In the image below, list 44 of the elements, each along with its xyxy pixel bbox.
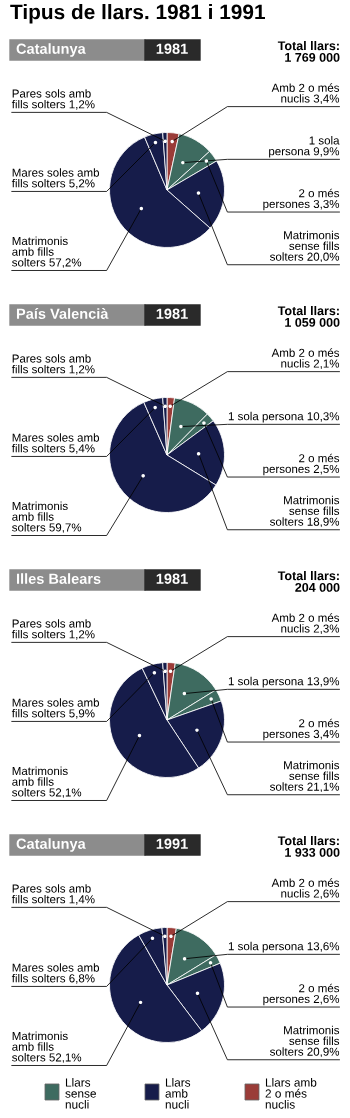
slice-label: Amb 2 o més nuclis 2,1% — [271, 348, 340, 369]
slice-label: Matrimonis amb fills solters 52,1% — [12, 1031, 82, 1063]
chart-title: Illes Balears — [16, 573, 101, 584]
slice-label: Amb 2 o més nuclis 2,3% — [271, 613, 340, 634]
chart-subtitle: 1981 — [156, 43, 188, 54]
category-label: Llars amb nucli — [165, 1078, 191, 1109]
slice-label: Matrimonis sense fills solters 20,9% — [269, 1025, 340, 1058]
slice-label: 1 sola persona 9,9% — [269, 136, 340, 158]
slice-label: Matrimonis sense fills solters 21,1% — [269, 760, 340, 793]
text: Total llars: 204 000 — [277, 571, 340, 592]
chart-subtitle: 1981 — [156, 308, 188, 319]
slice-label: Pares sols amb fills solters 1,4% — [11, 884, 95, 905]
slice-label: Mares soles amb fills solters 5,9% — [11, 698, 100, 719]
chart-title: País Valencià — [16, 308, 109, 319]
slice-label: 1 sola persona 13,9% — [228, 676, 340, 688]
chart-subtitle: 1981 — [156, 573, 188, 584]
slice-label: Matrimonis amb fills solters 59,7% — [12, 501, 82, 533]
slice-label: 2 o més persones 3,4% — [263, 718, 340, 741]
slice-label: Matrimonis amb fills solters 52,1% — [12, 766, 82, 798]
text: Total llars: 1 769 000 — [277, 41, 340, 62]
slice-label: Amb 2 o més nuclis 3,4% — [271, 83, 340, 104]
text: Total llars: 1 059 000 — [277, 306, 340, 327]
slice-label: 2 o més persones 3,3% — [263, 188, 340, 211]
slice-label: 1 sola persona 13,6% — [228, 941, 340, 953]
chart-subtitle: 1991 — [156, 838, 188, 849]
slice-label: Amb 2 o més nuclis 2,6% — [271, 878, 340, 899]
category-label: Llars sense nucli — [65, 1078, 96, 1109]
slice-label: Mares soles amb fills solters 6,8% — [11, 963, 100, 984]
slice-label: Matrimonis amb fills solters 57,2% — [12, 236, 82, 268]
category-label: Llars amb 2 o més nuclis — [265, 1078, 317, 1109]
slice-label: Matrimonis sense fills solters 18,9% — [269, 495, 340, 528]
chart-title: Catalunya — [16, 43, 86, 57]
text: Total llars: 1 933 000 — [277, 836, 340, 857]
chart-title: Catalunya — [16, 838, 86, 852]
slice-label: Pares sols amb fills solters 1,2% — [11, 619, 95, 640]
slice-label: Mares soles amb fills solters 5,4% — [11, 433, 100, 454]
slice-label: Pares sols amb fills solters 1,2% — [11, 89, 95, 110]
slice-label: Matrimonis sense fills solters 20,0% — [269, 230, 340, 263]
slice-label: Mares soles amb fills solters 5,2% — [11, 168, 100, 189]
slice-label: 2 o més persones 2,6% — [263, 983, 340, 1006]
text: Tipus de llars. 1981 i 1991 — [10, 4, 265, 24]
slice-label: 1 sola persona 10,3% — [228, 411, 340, 423]
slice-label: 2 o més persones 2,5% — [263, 453, 340, 476]
slice-label: Pares sols amb fills solters 1,2% — [11, 354, 95, 375]
